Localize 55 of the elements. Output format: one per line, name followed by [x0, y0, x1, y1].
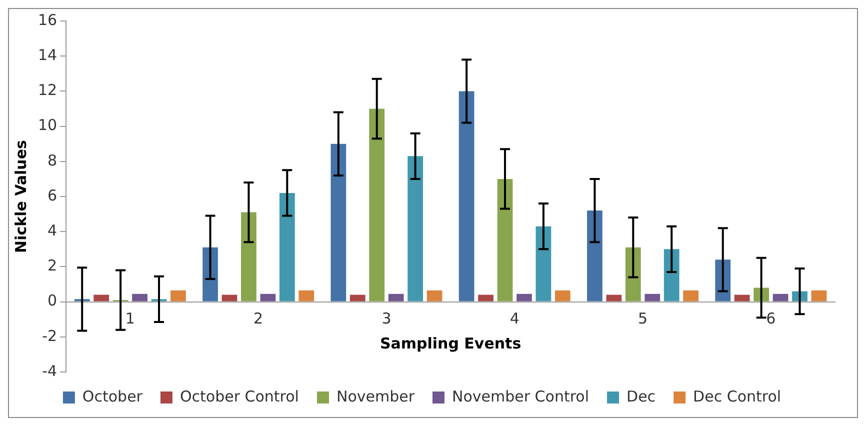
- y-tick-label: 4: [48, 221, 58, 240]
- bar: [408, 156, 423, 302]
- bar: [330, 144, 346, 302]
- bar: [606, 294, 622, 302]
- bar: [132, 294, 148, 302]
- x-tick-label: 6: [766, 310, 776, 328]
- bar: [644, 294, 660, 302]
- bar: [170, 290, 186, 302]
- legend-label: Dec Control: [693, 387, 782, 406]
- bar: [554, 290, 570, 302]
- bar: [260, 294, 276, 302]
- bar: [458, 91, 474, 302]
- bar: [683, 290, 699, 302]
- x-tick-label: 2: [254, 310, 264, 328]
- x-axis-title: Sampling Events: [380, 334, 522, 353]
- bar: [516, 294, 532, 302]
- legend-label: November: [336, 387, 416, 406]
- y-tick-label: 0: [48, 292, 58, 310]
- legend-label: October: [82, 387, 144, 406]
- bar: [664, 249, 680, 302]
- x-tick-label: 3: [382, 310, 392, 328]
- y-tick-label: 14: [38, 46, 58, 64]
- bar: [388, 294, 404, 302]
- y-tick-label: 12: [38, 81, 58, 100]
- legend-label: November Control: [452, 387, 590, 406]
- bar: [587, 210, 602, 302]
- bar: [497, 178, 513, 302]
- bar: [478, 294, 494, 302]
- y-tick-label: 2: [48, 256, 58, 275]
- bar: [298, 290, 314, 302]
- bar: [350, 294, 366, 302]
- bar: [279, 192, 295, 302]
- legend-label: October Control: [180, 387, 299, 406]
- bar: [734, 294, 750, 302]
- bar: [426, 290, 442, 302]
- x-tick-label: 1: [125, 310, 135, 328]
- y-axis-title: Nickle Values: [12, 140, 30, 253]
- x-tick-label: 5: [638, 310, 648, 328]
- bar: [625, 247, 641, 302]
- bar: [222, 294, 238, 302]
- x-tick-label: 4: [510, 310, 520, 328]
- legend-label: Dec: [626, 387, 656, 406]
- y-tick-label: 10: [38, 116, 58, 134]
- y-tick-label: 6: [48, 186, 58, 204]
- y-tick-label: -4: [42, 362, 58, 380]
- bar: [369, 108, 385, 302]
- bar: [536, 226, 552, 302]
- bar: [202, 247, 218, 302]
- bar: [772, 294, 788, 302]
- bar: [241, 212, 256, 302]
- y-tick-label: 16: [38, 10, 58, 29]
- y-tick-label: 8: [48, 151, 58, 170]
- y-tick-label: -2: [42, 326, 58, 345]
- bar: [94, 294, 110, 302]
- bar: [811, 290, 827, 302]
